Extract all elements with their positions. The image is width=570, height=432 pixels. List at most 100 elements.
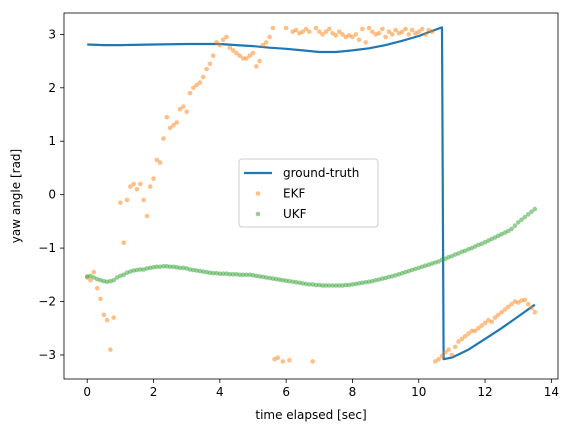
series-ekf-point bbox=[230, 48, 236, 53]
series-ukf-point bbox=[343, 282, 349, 288]
series-ekf-point bbox=[386, 29, 392, 34]
series-ekf-point bbox=[234, 50, 239, 56]
series-ekf-point bbox=[320, 32, 325, 37]
series-ekf-point bbox=[237, 53, 242, 58]
series-ekf-point bbox=[363, 40, 369, 45]
y-tick-label: −1 bbox=[38, 241, 56, 255]
series-ukf-point bbox=[287, 278, 292, 284]
series-ekf-point bbox=[121, 240, 126, 246]
series-ekf-point bbox=[433, 359, 438, 364]
series-ekf-point bbox=[313, 25, 319, 31]
legend: ground-truth EKF UKF bbox=[238, 158, 379, 228]
series-ekf-point bbox=[310, 359, 316, 364]
series-ukf-point bbox=[154, 264, 160, 270]
series-ekf-point bbox=[104, 317, 110, 323]
series-ekf-point bbox=[161, 136, 166, 141]
plot-area bbox=[84, 25, 538, 364]
series-ekf-point bbox=[406, 32, 412, 37]
series-ekf-point bbox=[489, 319, 495, 325]
series-ekf-point bbox=[253, 64, 259, 69]
series-ukf-point bbox=[237, 272, 242, 278]
series-ekf-point bbox=[128, 184, 133, 189]
series-ekf-point bbox=[118, 200, 123, 205]
series-ekf-point bbox=[383, 34, 388, 40]
series-ekf-point bbox=[275, 355, 281, 360]
series-ekf-point bbox=[151, 176, 156, 181]
series-ekf-point bbox=[532, 309, 538, 315]
series-ekf-point bbox=[124, 197, 130, 203]
series-ekf-point bbox=[164, 114, 170, 120]
series-ekf-point bbox=[227, 45, 233, 50]
series-ekf-point bbox=[456, 339, 461, 344]
series-ekf-point bbox=[240, 56, 246, 61]
series-ukf-point bbox=[333, 283, 339, 288]
series-ekf-point bbox=[111, 315, 116, 320]
legend-ground-truth-label: ground-truth bbox=[283, 166, 359, 180]
series-ukf-point bbox=[227, 272, 233, 277]
series-ekf-point bbox=[350, 34, 355, 40]
series-ukf-point bbox=[121, 272, 126, 278]
series-ukf-point bbox=[217, 271, 223, 277]
series-ekf-point bbox=[224, 34, 229, 40]
series-ekf-point bbox=[326, 26, 332, 32]
x-axis-label: time elapsed [sec] bbox=[255, 408, 366, 422]
y-axis: −3 −2 −1 0 1 2 3 bbox=[38, 27, 64, 362]
series-ukf-point bbox=[330, 283, 335, 288]
series-ground-truth-line bbox=[87, 26, 536, 361]
series-ekf-point bbox=[393, 27, 398, 33]
series-ekf-point bbox=[462, 334, 468, 339]
series-ekf-point bbox=[287, 358, 292, 363]
series-ekf-point bbox=[187, 90, 193, 96]
series-ekf-point bbox=[263, 40, 269, 45]
series-ukf-point bbox=[134, 267, 140, 273]
series-ekf-point bbox=[267, 34, 272, 40]
series-ekf-point bbox=[515, 300, 521, 305]
series-ekf-point bbox=[181, 104, 186, 109]
series-ukf-point bbox=[111, 277, 116, 283]
y-tick-label: 1 bbox=[48, 134, 56, 148]
series-ekf-point bbox=[419, 26, 425, 32]
series-ukf-point bbox=[313, 282, 319, 288]
series-ekf-point bbox=[459, 336, 465, 342]
series-ukf-point bbox=[161, 264, 166, 269]
series-ekf-point bbox=[429, 29, 435, 34]
series-ukf-point bbox=[157, 264, 163, 270]
series-ekf-point bbox=[439, 353, 445, 359]
series-ekf-point bbox=[257, 58, 262, 64]
x-tick-label: 12 bbox=[477, 385, 492, 399]
series-ukf-point bbox=[515, 220, 521, 225]
series-ukf-point bbox=[220, 271, 226, 277]
series-ekf-point bbox=[366, 25, 372, 31]
series-ukf-point bbox=[529, 209, 534, 215]
series-ekf-point bbox=[482, 320, 488, 326]
series-ekf-point bbox=[472, 328, 478, 334]
x-axis: 0 2 4 6 8 10 12 14 bbox=[83, 379, 559, 399]
series-ekf-point bbox=[207, 61, 213, 67]
series-ekf-point bbox=[376, 31, 382, 36]
series-ukf-point bbox=[307, 282, 312, 287]
x-tick-label: 14 bbox=[544, 385, 559, 399]
series-ukf-point bbox=[240, 272, 246, 278]
series-ekf-point bbox=[250, 50, 256, 56]
series-ekf-point bbox=[389, 32, 395, 37]
series-ekf-point bbox=[141, 197, 146, 203]
series-ukf-point bbox=[509, 226, 514, 232]
series-ukf-point bbox=[177, 265, 183, 271]
series-ekf-point bbox=[91, 269, 97, 275]
series-ekf-point bbox=[502, 307, 508, 312]
series-ekf-point bbox=[217, 42, 223, 48]
series-ekf-point bbox=[147, 184, 153, 189]
series-ekf-point bbox=[200, 74, 206, 80]
series-ekf-point bbox=[197, 80, 203, 85]
x-tick-label: 2 bbox=[150, 385, 158, 399]
series-ekf-point bbox=[506, 304, 511, 310]
series-ekf-point bbox=[244, 56, 249, 61]
series-ekf-point bbox=[469, 328, 475, 334]
x-tick-label: 4 bbox=[216, 385, 224, 399]
series-ekf-point bbox=[204, 66, 209, 72]
series-ekf-point bbox=[529, 305, 534, 311]
series-ekf-point bbox=[399, 29, 405, 34]
x-tick-label: 6 bbox=[282, 385, 290, 399]
series-ekf-point bbox=[466, 331, 471, 336]
series-ekf-point bbox=[330, 31, 335, 36]
